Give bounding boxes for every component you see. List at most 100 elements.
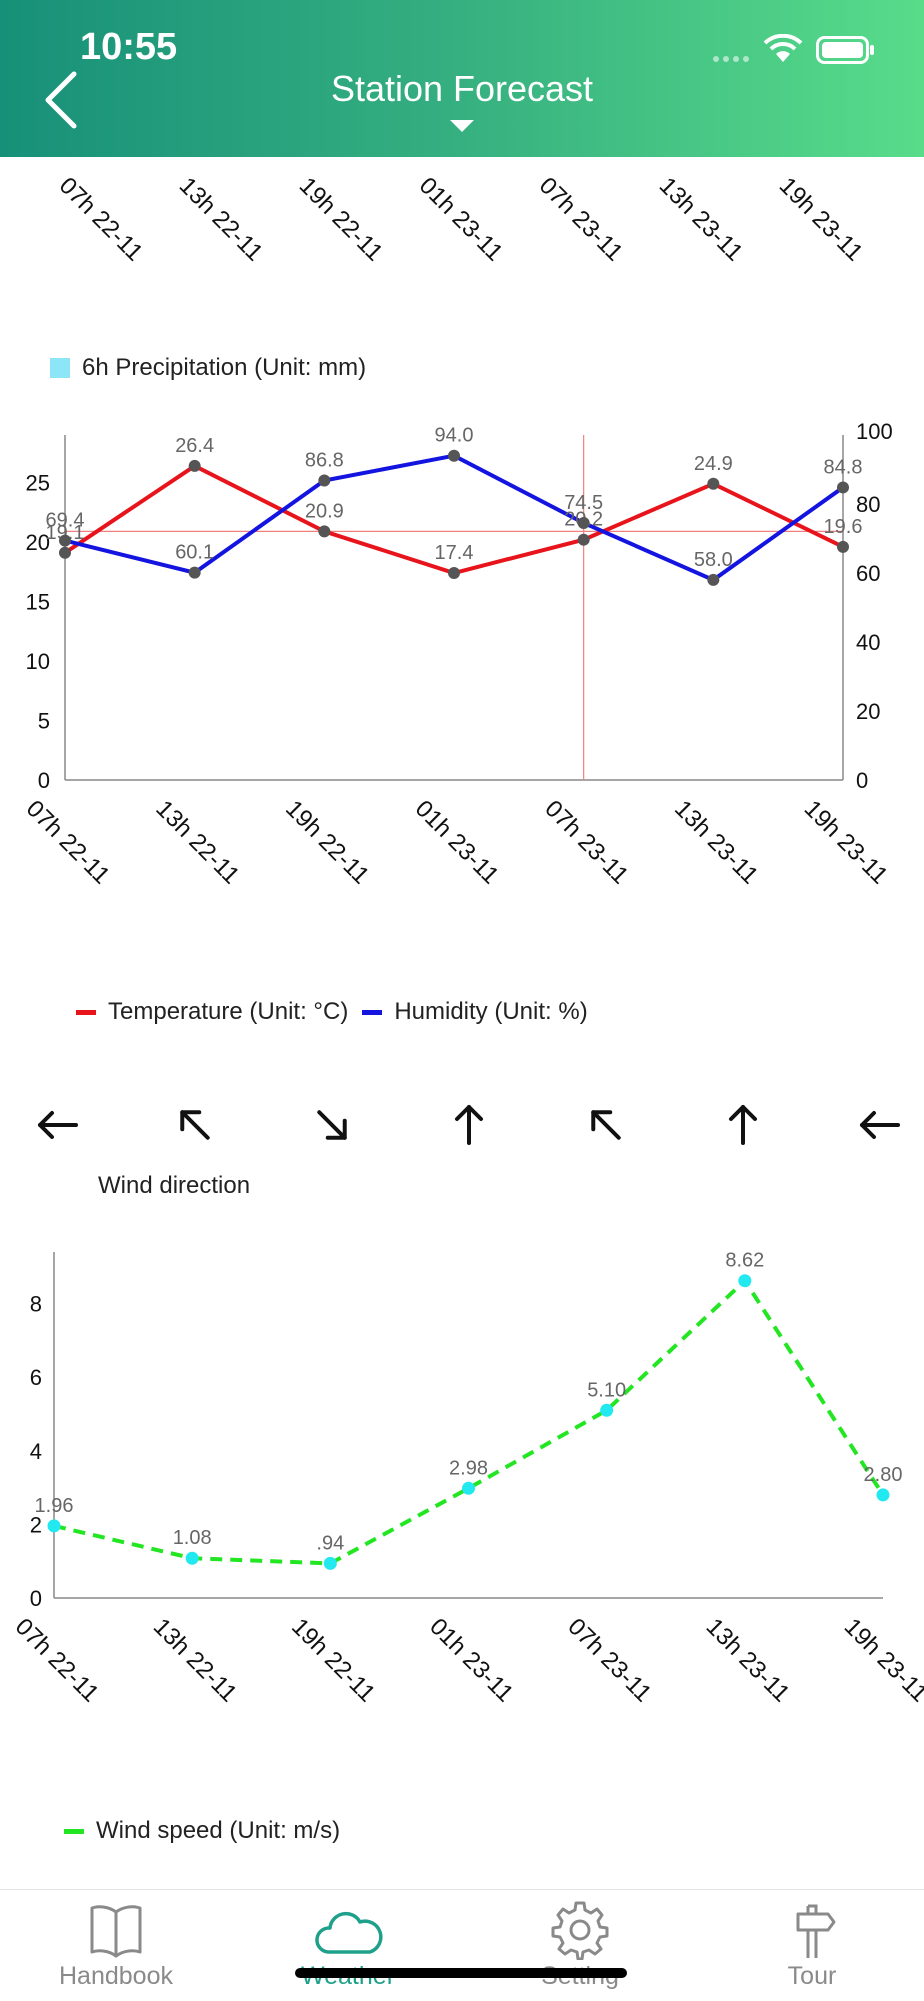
wind-speed-point bbox=[876, 1488, 890, 1502]
right-y-tick: 60 bbox=[856, 561, 880, 586]
temperature-point bbox=[707, 477, 720, 490]
left-y-tick: 25 bbox=[26, 471, 50, 496]
humidity-data-label: 94.0 bbox=[435, 425, 474, 447]
signpost-icon bbox=[796, 1904, 836, 1958]
arrow-head bbox=[180, 1110, 202, 1132]
wind-direction-arrow-icon bbox=[455, 1105, 483, 1145]
arrow-shaft bbox=[591, 1110, 621, 1140]
wind-speed-x-tick: 07h 23-11 bbox=[562, 1613, 656, 1707]
back-chevron-icon[interactable] bbox=[40, 68, 90, 132]
tab-handbook-label: Handbook bbox=[59, 1962, 173, 1990]
wind-speed-data-label: 8.62 bbox=[725, 1250, 764, 1272]
wind-speed-line bbox=[53, 1277, 885, 1566]
precipitation-legend-swatch bbox=[50, 358, 70, 378]
humidity-data-label: 86.8 bbox=[305, 450, 344, 472]
arrow-head bbox=[455, 1105, 483, 1121]
humidity-point bbox=[707, 573, 720, 586]
battery-icon bbox=[816, 36, 874, 64]
temperature-point bbox=[837, 540, 849, 553]
precipitation-chart: 07h 22-11 13h 22-11 19h 22-11 01h 23-11 07h … bbox=[54, 172, 868, 266]
cellular-signal-icon bbox=[713, 56, 749, 62]
arrow-shaft bbox=[180, 1110, 210, 1140]
arrow-head bbox=[38, 1111, 54, 1139]
wind-direction-label: Wind direction bbox=[98, 1172, 251, 1199]
precipitation-x-tick: 19h 23-11 bbox=[774, 172, 868, 266]
humidity-data-label: 69.4 bbox=[46, 510, 85, 532]
temperature-legend-label: Temperature (Unit: °C) bbox=[108, 998, 349, 1025]
humidity-data-label: 74.5 bbox=[564, 492, 603, 514]
wind-y-tick: 0 bbox=[30, 1586, 42, 1611]
left-y-tick: 15 bbox=[26, 590, 50, 615]
home-indicator bbox=[295, 1968, 627, 1978]
wind-speed-x-tick: 19h 23-11 bbox=[839, 1613, 924, 1707]
arrow-head bbox=[729, 1105, 757, 1121]
wind-y-tick: 4 bbox=[30, 1439, 42, 1464]
wind-speed-legend-label: Wind speed (Unit: m/s) bbox=[96, 1817, 341, 1844]
left-y-tick: 20 bbox=[26, 530, 50, 555]
humidity-point bbox=[188, 566, 201, 579]
right-y-tick: 0 bbox=[856, 768, 868, 793]
temperature-humidity-x-tick: 19h 22-11 bbox=[280, 795, 374, 889]
tab-handbook[interactable]: Handbook bbox=[16, 1890, 216, 2001]
temperature-data-label: 24.9 bbox=[694, 453, 733, 475]
temperature-data-label: 19.6 bbox=[824, 516, 863, 538]
humidity-legend-label: Humidity (Unit: %) bbox=[394, 998, 588, 1025]
precipitation-x-tick: 07h 22-11 bbox=[54, 172, 148, 266]
cloud-icon bbox=[315, 1911, 383, 1954]
temperature-point bbox=[448, 567, 460, 579]
right-y-tick: 20 bbox=[856, 699, 880, 724]
wind-speed-point bbox=[323, 1556, 337, 1570]
precipitation-legend-label: 6h Precipitation (Unit: mm) bbox=[82, 354, 367, 381]
wind-direction-arrow-icon bbox=[38, 1111, 78, 1139]
wind-speed-point bbox=[738, 1274, 752, 1288]
temperature-point bbox=[318, 525, 331, 538]
temperature-data-label: 19.1 bbox=[46, 522, 85, 544]
temperature-humidity-x-tick: 07h 22-11 bbox=[21, 795, 115, 889]
arrow-head bbox=[860, 1111, 876, 1139]
wind-speed-legend: Wind speed (Unit: m/s) bbox=[64, 1817, 340, 1845]
wind-direction-arrow-icon bbox=[180, 1110, 210, 1140]
status-time: 10:55 bbox=[80, 26, 178, 68]
tab-setting[interactable]: Setting bbox=[480, 1890, 680, 2001]
wind-y-tick: 6 bbox=[30, 1365, 42, 1390]
precipitation-x-tick: 01h 23-11 bbox=[414, 172, 508, 266]
humidity-point bbox=[318, 474, 331, 487]
left-y-tick: 0 bbox=[38, 768, 50, 793]
left-y-tick: 10 bbox=[26, 649, 50, 674]
precipitation-x-tick: 13h 23-11 bbox=[654, 172, 748, 266]
wind-speed-data-label: 2.98 bbox=[449, 1457, 488, 1479]
wind-speed-data-label: 5.10 bbox=[587, 1379, 626, 1401]
gear-icon bbox=[551, 1901, 609, 1960]
precipitation-x-tick: 19h 22-11 bbox=[294, 172, 388, 266]
wind-speed-legend-swatch bbox=[64, 1828, 84, 1834]
right-y-tick: 80 bbox=[856, 492, 880, 517]
wind-speed-data-label: 2.80 bbox=[864, 1464, 903, 1486]
wind-speed-point bbox=[462, 1481, 475, 1495]
wind-speed-chart: 0 2 4 6 8 1.96 1.08 .94 2.98 5.10 8.62 2.80 07h 22-1… bbox=[10, 1250, 924, 1708]
title-dropdown-caret-icon[interactable] bbox=[450, 120, 474, 132]
temperature-humidity-x-tick: 01h 23-11 bbox=[410, 795, 504, 889]
temperature-point bbox=[577, 533, 590, 546]
navigation-header: 10:55 Station Forecast bbox=[0, 0, 924, 157]
wind-direction-arrow-icon bbox=[860, 1111, 900, 1139]
tab-tour[interactable]: Tour bbox=[712, 1890, 912, 2001]
humidity-point bbox=[577, 516, 590, 529]
wifi-icon bbox=[763, 34, 803, 62]
wind-speed-x-tick: 13h 23-11 bbox=[701, 1613, 795, 1707]
temperature-point bbox=[188, 459, 201, 472]
wind-direction-arrow-icon bbox=[591, 1110, 621, 1140]
tab-tour-label: Tour bbox=[787, 1962, 837, 1990]
wind-speed-x-tick: 19h 22-11 bbox=[286, 1613, 380, 1707]
humidity-data-label: 58.0 bbox=[694, 549, 733, 571]
temperature-humidity-legend: Temperature (Unit: °C) Humidity (Unit: %… bbox=[76, 998, 588, 1026]
temperature-data-label: 26.4 bbox=[175, 435, 214, 457]
humidity-legend-swatch bbox=[362, 1009, 383, 1015]
humidity-point bbox=[837, 481, 849, 494]
temperature-humidity-x-tick: 07h 23-11 bbox=[539, 795, 633, 889]
humidity-point bbox=[448, 449, 460, 462]
temperature-humidity-x-tick: 19h 23-11 bbox=[799, 795, 893, 889]
tab-weather[interactable]: Weather bbox=[248, 1890, 448, 2001]
right-y-tick: 40 bbox=[856, 630, 880, 655]
wind-speed-point bbox=[47, 1519, 61, 1533]
page-title: Station Forecast bbox=[330, 68, 594, 109]
